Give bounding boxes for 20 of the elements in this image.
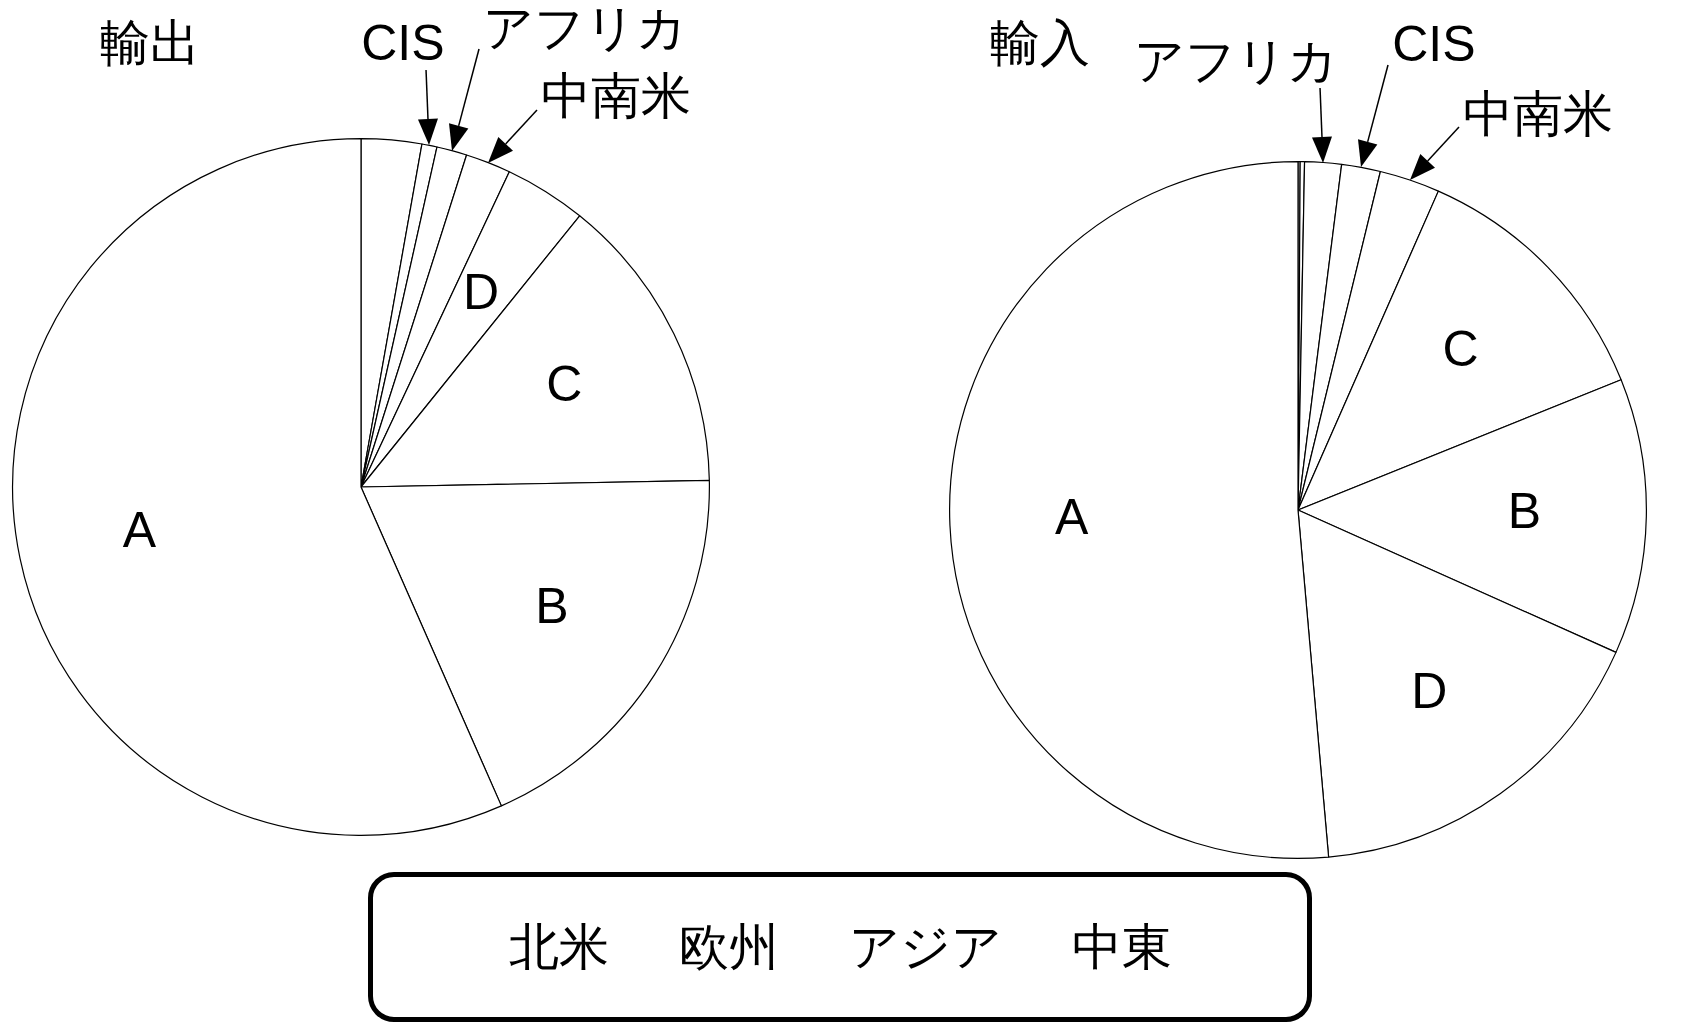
chart-title: 輸入: [990, 14, 1090, 73]
slice-label: C: [1442, 321, 1479, 378]
slice-label: A: [1055, 488, 1090, 545]
slice-label: CIS: [361, 15, 445, 72]
slice-label: C: [546, 356, 583, 413]
slice-label: アフリカ: [1134, 32, 1339, 89]
text: 北米: [508, 917, 609, 977]
text: 欧州: [678, 917, 779, 977]
slice-label: アフリカ: [482, 0, 687, 56]
slice-label: 中南米: [541, 68, 692, 125]
slice-label: B: [1507, 483, 1542, 540]
slice-label: A: [122, 502, 157, 559]
slice-label: 中南米: [1462, 85, 1613, 142]
chart-title: 輸出: [100, 14, 200, 73]
text: 中東: [1071, 917, 1172, 977]
text: アジア: [848, 917, 1002, 977]
slice-label: D: [463, 263, 500, 320]
slice-label: B: [535, 577, 569, 634]
slice-label: CIS: [1392, 16, 1476, 73]
slice-label: D: [1411, 663, 1448, 720]
